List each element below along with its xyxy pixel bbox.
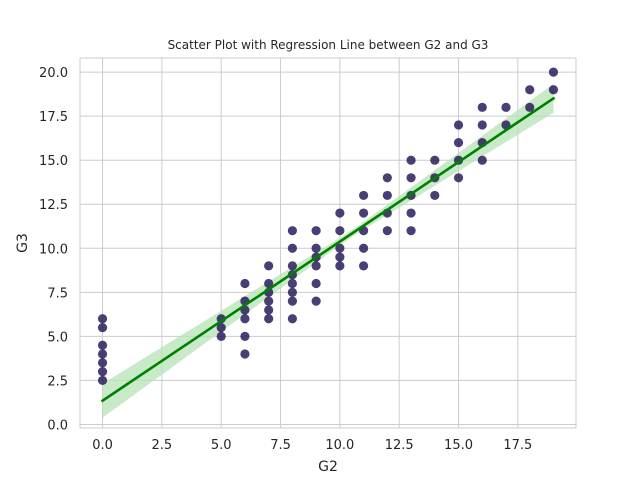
data-point xyxy=(216,322,226,333)
data-point xyxy=(501,102,511,112)
data-point xyxy=(311,226,321,236)
x-tick-label: 15.0 xyxy=(444,438,473,453)
data-point xyxy=(97,349,108,359)
x-tick-label: 2.5 xyxy=(152,438,173,453)
data-point xyxy=(97,375,108,386)
x-tick-label: 17.5 xyxy=(503,438,532,453)
plot-frame xyxy=(79,57,577,429)
data-point xyxy=(430,155,440,165)
y-tick-label: 0.0 xyxy=(47,418,68,433)
data-point xyxy=(287,296,298,306)
y-tick-label: 10.0 xyxy=(39,242,68,257)
data-point xyxy=(311,243,321,253)
data-point xyxy=(525,85,535,95)
data-point xyxy=(287,261,298,271)
x-tick-label: 0.0 xyxy=(92,438,113,453)
data-point xyxy=(240,278,250,289)
data-point xyxy=(264,314,274,324)
data-point xyxy=(382,173,392,183)
data-point xyxy=(358,190,369,201)
data-point xyxy=(477,120,487,130)
y-tick-label: 5.0 xyxy=(47,330,68,345)
x-tick-label: 5.0 xyxy=(211,438,232,453)
x-tick-label: 7.5 xyxy=(270,438,291,453)
data-point xyxy=(406,173,416,183)
data-point xyxy=(97,322,108,333)
y-tick-label: 20.0 xyxy=(39,66,68,81)
data-point xyxy=(453,173,464,183)
data-point xyxy=(548,85,559,95)
data-point xyxy=(358,243,369,253)
data-point xyxy=(287,226,298,236)
x-tick-label: 12.5 xyxy=(385,438,414,453)
data-point xyxy=(97,367,108,377)
data-point xyxy=(382,190,392,201)
data-point xyxy=(430,190,440,201)
data-point xyxy=(287,278,298,289)
data-point xyxy=(97,314,108,324)
data-point xyxy=(525,102,535,112)
data-point xyxy=(406,155,416,165)
data-point xyxy=(406,208,416,218)
y-tick-label: 15.0 xyxy=(39,154,68,169)
data-point xyxy=(264,296,274,306)
data-point xyxy=(453,120,464,130)
y-tick-label: 12.5 xyxy=(39,198,68,213)
data-point xyxy=(358,208,369,218)
data-point xyxy=(406,226,416,236)
data-point xyxy=(335,252,345,262)
data-point xyxy=(335,243,345,253)
data-point xyxy=(335,261,345,271)
data-point xyxy=(311,261,321,271)
data-point xyxy=(240,314,250,324)
data-point xyxy=(311,296,321,306)
data-point xyxy=(97,358,108,368)
data-point xyxy=(240,349,250,359)
data-point xyxy=(358,261,369,271)
y-axis-label: G3 xyxy=(15,233,31,253)
data-point xyxy=(477,155,487,165)
data-point xyxy=(335,226,345,236)
data-point xyxy=(453,137,464,148)
data-point xyxy=(548,67,559,77)
regression-line-layer xyxy=(100,96,556,403)
data-point xyxy=(264,305,274,315)
data-point xyxy=(216,331,226,341)
data-point xyxy=(264,278,274,289)
x-tick-label: 10.0 xyxy=(325,438,354,453)
y-tick-labels: 0.0 2.5 5.0 7.5 10.0 12.5 15.0 17.5 20.0 xyxy=(39,66,68,433)
x-tick-labels: 0.0 2.5 5.0 7.5 10.0 12.5 15.0 17.5 xyxy=(92,438,532,453)
data-point xyxy=(240,331,250,341)
y-tick-label: 7.5 xyxy=(47,286,68,301)
data-point xyxy=(287,287,298,297)
y-tick-label: 17.5 xyxy=(39,110,68,125)
data-point xyxy=(287,243,298,253)
data-point xyxy=(311,278,321,289)
regression-line xyxy=(100,96,556,403)
data-point xyxy=(382,226,392,236)
data-point xyxy=(335,208,345,218)
data-point xyxy=(287,314,298,324)
y-tick-label: 2.5 xyxy=(47,374,68,389)
data-point xyxy=(264,261,274,271)
chart-title: Scatter Plot with Regression Line betwee… xyxy=(168,38,489,52)
x-axis-label: G2 xyxy=(318,459,338,475)
data-point xyxy=(477,102,487,112)
data-point xyxy=(97,340,108,350)
